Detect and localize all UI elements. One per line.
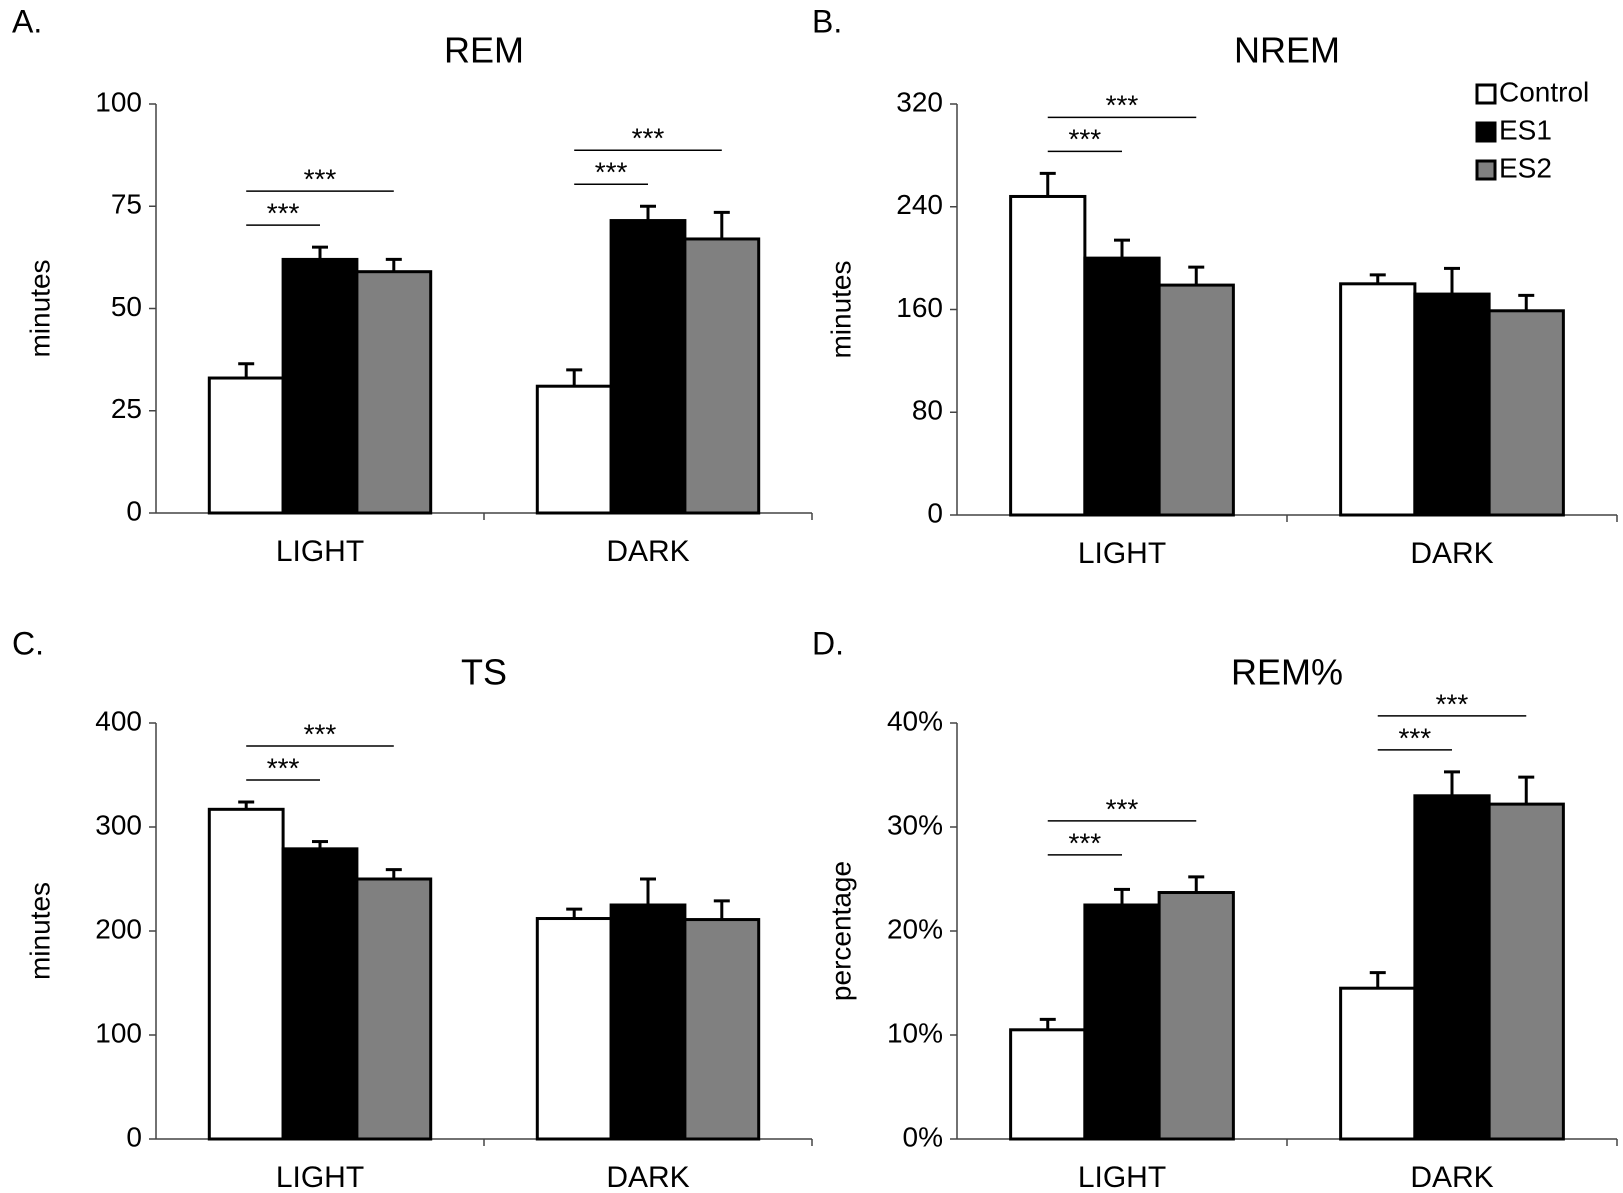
panel-label: D. <box>812 625 844 661</box>
y-tick-label: 40% <box>887 705 943 736</box>
y-tick-label: 160 <box>896 292 943 323</box>
x-tick-label: LIGHT <box>276 1161 364 1193</box>
legend-label: ES1 <box>1499 114 1552 145</box>
panel-label: B. <box>812 3 842 39</box>
significance-label: *** <box>267 752 300 783</box>
legend-swatch <box>1475 159 1497 181</box>
bar <box>683 237 761 515</box>
bar <box>355 877 433 1141</box>
bar <box>207 376 285 515</box>
chart-title: NREM <box>1234 30 1340 71</box>
bar <box>281 257 359 515</box>
bar <box>1487 309 1565 517</box>
bar <box>1157 891 1235 1141</box>
y-tick-label: 0 <box>126 1121 142 1152</box>
y-tick-label: 400 <box>95 705 142 736</box>
significance-label: *** <box>304 718 337 749</box>
y-tick-label: 25 <box>111 393 142 424</box>
significance-label: *** <box>267 198 300 229</box>
y-tick-label: 0% <box>903 1121 943 1152</box>
significance-label: *** <box>595 157 628 188</box>
y-tick-label: 30% <box>887 809 943 840</box>
bar <box>1009 194 1087 517</box>
chart-title: REM% <box>1231 652 1343 693</box>
bar <box>1487 802 1565 1141</box>
y-tick-label: 240 <box>896 189 943 220</box>
bar <box>1083 256 1161 517</box>
bar <box>207 807 285 1141</box>
legend-swatch <box>1475 83 1497 105</box>
x-tick-label: DARK <box>606 535 689 568</box>
y-tick-label: 200 <box>95 913 142 944</box>
bar <box>1009 1028 1087 1141</box>
y-axis-label: percentage <box>825 861 856 1001</box>
bar <box>609 219 687 515</box>
significance-label: *** <box>1106 793 1139 824</box>
y-tick-label: 300 <box>95 809 142 840</box>
x-tick-label: DARK <box>606 1161 689 1193</box>
bar <box>535 917 613 1141</box>
y-tick-label: 20% <box>887 913 943 944</box>
x-tick-label: LIGHT <box>1078 537 1166 570</box>
bar <box>535 384 613 515</box>
significance-label: *** <box>1069 124 1102 155</box>
significance-label: *** <box>632 123 665 154</box>
bar <box>281 847 359 1141</box>
significance-label: *** <box>1106 90 1139 121</box>
significance-label: *** <box>1436 688 1469 719</box>
legend-label: Control <box>1499 76 1589 107</box>
significance-label: *** <box>1399 722 1432 753</box>
legend-label: ES2 <box>1499 152 1552 183</box>
y-axis-label: minutes <box>825 260 856 358</box>
bar <box>1339 986 1417 1141</box>
y-tick-label: 10% <box>887 1017 943 1048</box>
y-tick-label: 0 <box>126 495 142 526</box>
y-tick-label: 75 <box>111 189 142 220</box>
x-tick-label: DARK <box>1410 1161 1493 1193</box>
bar <box>1339 282 1417 517</box>
bar <box>683 918 761 1141</box>
y-axis-label: minutes <box>24 259 55 357</box>
bar <box>1413 292 1491 517</box>
panel-label: A. <box>12 3 42 39</box>
chart-title: TS <box>461 652 507 693</box>
bar <box>1413 794 1491 1141</box>
y-tick-label: 100 <box>95 86 142 117</box>
bar <box>609 903 687 1141</box>
panel-label: C. <box>12 625 44 661</box>
significance-label: *** <box>304 164 337 195</box>
y-tick-label: 80 <box>912 395 943 426</box>
x-tick-label: DARK <box>1410 537 1493 570</box>
chart-title: REM <box>444 30 524 71</box>
y-tick-label: 50 <box>111 291 142 322</box>
bar <box>355 270 433 515</box>
y-axis-label: minutes <box>24 882 55 980</box>
y-tick-label: 320 <box>896 86 943 117</box>
significance-label: *** <box>1069 827 1102 858</box>
legend-swatch <box>1475 121 1497 143</box>
bar <box>1083 903 1161 1141</box>
y-tick-label: 100 <box>95 1017 142 1048</box>
y-tick-label: 0 <box>927 497 943 528</box>
x-tick-label: LIGHT <box>276 535 364 568</box>
bar <box>1157 283 1235 517</box>
x-tick-label: LIGHT <box>1078 1161 1166 1193</box>
